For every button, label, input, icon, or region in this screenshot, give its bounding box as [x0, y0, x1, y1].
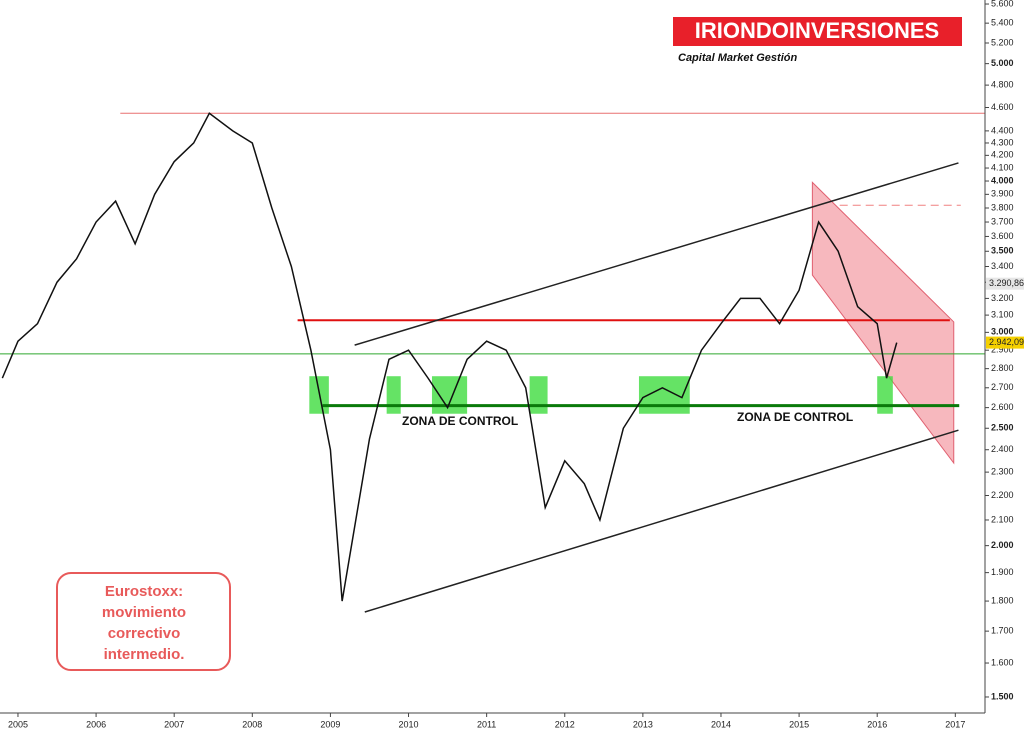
- price-tag-label: 3.290,86: [989, 278, 1024, 288]
- y-tick-label: 2.100: [991, 514, 1014, 524]
- y-tick-label: 2.600: [991, 402, 1014, 412]
- x-tick-label: 2008: [242, 719, 262, 729]
- x-tick-label: 2014: [711, 719, 731, 729]
- subtitle: Capital Market Gestión: [678, 52, 797, 64]
- y-tick-label: 4.200: [991, 150, 1014, 160]
- y-tick-label: 3.400: [991, 261, 1014, 271]
- y-tick-label: 3.000: [991, 327, 1014, 337]
- y-tick-label: 5.400: [991, 18, 1014, 28]
- annotation: ZONA DE CONTROL: [402, 414, 518, 428]
- x-tick-label: 2007: [164, 719, 184, 729]
- note-box: [56, 572, 231, 671]
- price-tag: [986, 277, 1024, 290]
- y-tick-label: 2.700: [991, 382, 1014, 392]
- y-tick-label: 3.800: [991, 202, 1014, 212]
- highlight: [529, 376, 548, 414]
- x-tick-label: 2016: [867, 719, 887, 729]
- y-tick-label: 5.600: [991, 0, 1014, 8]
- x-tick-label: 2010: [399, 719, 419, 729]
- y-tick-label: 4.000: [991, 175, 1014, 185]
- logo: IRIONDOINVERSIONES: [695, 18, 939, 43]
- note-line: correctivo: [108, 625, 181, 642]
- y-tick-label: 2.800: [991, 363, 1014, 373]
- y-tick-label: 3.900: [991, 189, 1014, 199]
- y-tick-label: 2.300: [991, 466, 1014, 476]
- x-tick-label: 2005: [8, 719, 28, 729]
- note-line: intermedio.: [104, 646, 185, 663]
- y-tick-label: 4.400: [991, 125, 1014, 135]
- y-tick-label: 2.000: [991, 540, 1014, 550]
- y-tick-label: 3.700: [991, 216, 1014, 226]
- note-line: movimiento: [102, 604, 186, 621]
- x-tick-label: 2013: [633, 719, 653, 729]
- y-tick-label: 3.500: [991, 246, 1014, 256]
- y-tick-label: 3.200: [991, 293, 1014, 303]
- x-tick-label: 2011: [477, 719, 496, 729]
- x-tick-label: 2009: [320, 719, 340, 729]
- plot-area: [0, 112, 985, 613]
- y-tick-label: 4.600: [991, 102, 1014, 112]
- y-tick-label: 4.100: [991, 162, 1014, 172]
- price-line: [1, 112, 898, 602]
- trend-line: [354, 162, 959, 346]
- annotation: ZONA DE CONTROL: [737, 410, 853, 424]
- y-tick-label: 1.600: [991, 657, 1014, 667]
- price-tag-label: 2.942,09: [989, 337, 1024, 347]
- trend-line: [364, 429, 959, 613]
- y-tick-label: 1.500: [991, 691, 1014, 701]
- y-tick-label: 2.200: [991, 490, 1014, 500]
- y-tick-label: 5.200: [991, 37, 1014, 47]
- x-tick-label: 2006: [86, 719, 106, 729]
- x-tick-label: 2017: [945, 719, 965, 729]
- y-tick-label: 3.600: [991, 231, 1014, 241]
- y-tick-label: 1.800: [991, 595, 1014, 605]
- y-tick-label: 2.900: [991, 345, 1014, 355]
- y-tick-label: 2.500: [991, 423, 1014, 433]
- highlight: [431, 376, 468, 414]
- y-tick-label: 4.800: [991, 79, 1014, 89]
- price-tag: [986, 336, 1024, 349]
- y-tick-label: 4.300: [991, 137, 1014, 147]
- logo-box: [673, 17, 962, 46]
- y-tick-label: 5.000: [991, 58, 1014, 68]
- y-tick-label: 2.400: [991, 444, 1014, 454]
- highlight: [386, 376, 401, 414]
- y-tick-label: 3.100: [991, 309, 1014, 319]
- y-tick-label: 1.900: [991, 567, 1014, 577]
- x-tick-label: 2015: [789, 719, 809, 729]
- highlight: [877, 376, 893, 414]
- note-line: Eurostoxx:: [105, 583, 183, 600]
- y-tick-label: 1.700: [991, 626, 1014, 636]
- x-tick-label: 2012: [555, 719, 575, 729]
